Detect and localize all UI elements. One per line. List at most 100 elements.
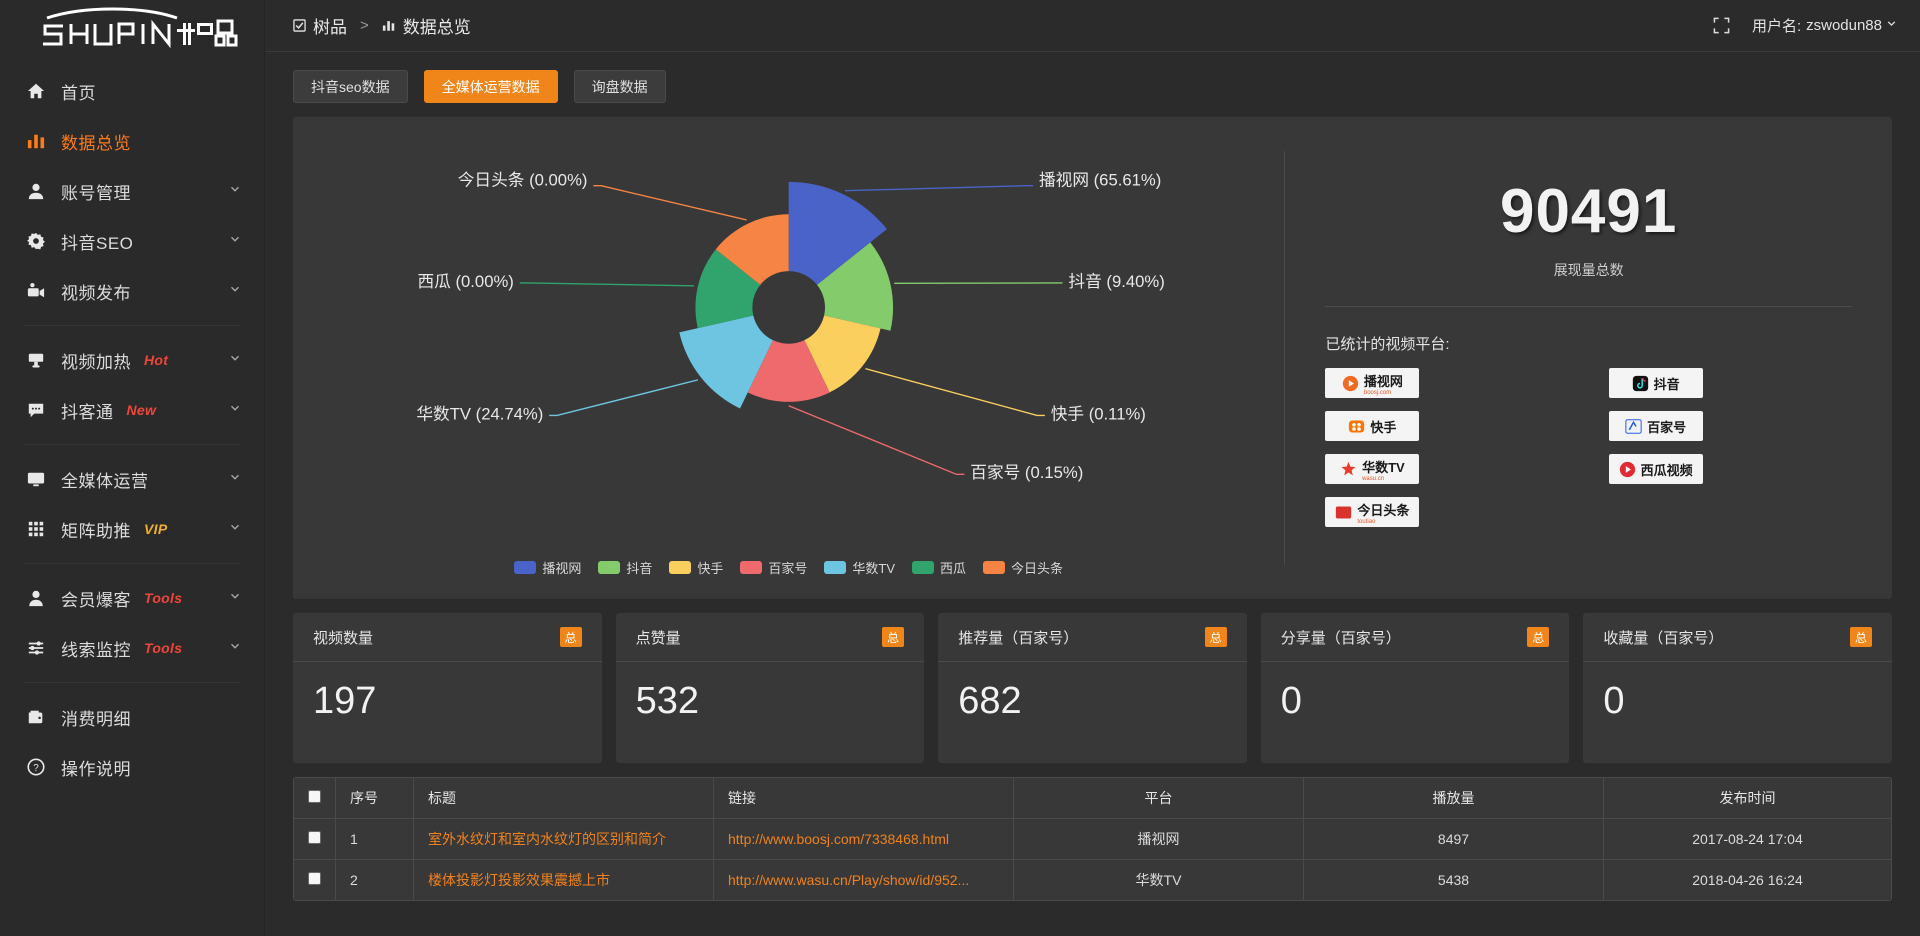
sidebar-item-矩阵助推[interactable]: 矩阵助推 VIP <box>0 504 264 554</box>
stat-card-badge[interactable]: 总 <box>559 627 582 647</box>
brand-logo[interactable] <box>0 0 264 52</box>
platform-chip-抖音[interactable]: 抖音 <box>1608 368 1703 399</box>
sidebar-item-全媒体运营[interactable]: 全媒体运营 <box>0 454 264 504</box>
stat-card-badge[interactable]: 总 <box>1527 627 1550 647</box>
video-title-link[interactable]: 楼体投影灯投影效果震撼上市 <box>428 872 610 888</box>
table-row[interactable]: 1 室外水纹灯和室内水纹灯的区别和简介 http://www.boosj.com/7… <box>293 818 1892 860</box>
stat-card-badge[interactable]: 总 <box>1849 627 1872 647</box>
pie-slice-快手[interactable] <box>804 315 881 393</box>
pie-slice-抖音[interactable] <box>817 242 894 331</box>
legend-item-抖音[interactable]: 抖音 <box>598 558 652 577</box>
table-cell-link: http://www.boosj.com/7338468.html <box>713 818 1014 860</box>
table-cell-index: 2 <box>335 859 414 901</box>
pie-slice-播视网[interactable] <box>788 181 887 285</box>
video-title-link[interactable]: 室外水纹灯和室内水纹灯的区别和简介 <box>428 831 666 847</box>
table-body: 1 室外水纹灯和室内水纹灯的区别和简介 http://www.boosj.com/7… <box>293 818 1892 901</box>
pie-label-快手: 快手 (0.11%) <box>1051 404 1146 423</box>
fullscreen-icon[interactable] <box>1713 17 1730 34</box>
table-header-plays: 播放量 <box>1303 777 1604 819</box>
breadcrumb-separator: > <box>360 17 369 34</box>
row-checkbox[interactable] <box>308 872 321 885</box>
top-bar-right: 用户名: zswodun88 <box>1713 15 1898 36</box>
user-menu[interactable]: 用户名: zswodun88 <box>1752 15 1898 36</box>
legend-item-今日头条[interactable]: 今日头条 <box>983 558 1063 577</box>
summary-divider <box>1325 306 1852 308</box>
sidebar-tag-vip: VIP <box>144 521 168 537</box>
table-cell-published: 2018-04-26 16:24 <box>1603 859 1892 901</box>
sidebar-item-label: 消费明细 <box>61 709 131 729</box>
sidebar-item-首页[interactable]: 首页 <box>0 66 264 116</box>
legend-swatch <box>514 561 537 574</box>
sidebar-item-视频发布[interactable]: 视频发布 <box>0 266 264 316</box>
sidebar-item-账号管理[interactable]: 账号管理 <box>0 166 264 216</box>
sidebar-divider <box>24 444 240 445</box>
legend-swatch <box>824 561 847 574</box>
sidebar-item-线索监控[interactable]: 线索监控 Tools <box>0 623 264 673</box>
tab-xunpan[interactable]: 询盘数据 <box>573 70 666 103</box>
row-checkbox[interactable] <box>308 831 321 844</box>
sidebar-item-抖音SEO[interactable]: 抖音SEO <box>0 216 264 266</box>
table-row[interactable]: 2 楼体投影灯投影效果震撼上市 http://www.wasu.cn/Play/sh… <box>293 859 1892 901</box>
sidebar-item-消费明细[interactable]: 消费明细 <box>0 692 264 742</box>
pie-leader-line <box>865 367 1045 417</box>
stat-card-value: 682 <box>958 680 1022 722</box>
sidebar-item-label: 会员爆客 <box>61 590 131 610</box>
legend-item-西瓜[interactable]: 西瓜 <box>912 558 966 577</box>
platform-chip-今日头条[interactable]: 今日头条 toutiao <box>1325 497 1420 528</box>
baijiahao-icon <box>1625 418 1642 434</box>
sidebar-divider <box>24 563 240 564</box>
sidebar-item-数据总览[interactable]: 数据总览 <box>0 116 264 166</box>
video-url-link[interactable]: http://www.wasu.cn/Play/show/id/952... <box>728 872 970 888</box>
pie-slice-西瓜[interactable] <box>695 249 761 329</box>
tab-quanmeiti[interactable]: 全媒体运营数据 <box>423 70 558 103</box>
sidebar-item-操作说明[interactable]: ? 操作说明 <box>0 742 264 792</box>
pie-label-西瓜: 西瓜 (0.00%) <box>417 272 513 291</box>
chevron-down-icon <box>228 181 242 201</box>
chevron-down-icon <box>228 281 242 301</box>
chevron-down-icon <box>228 588 242 608</box>
platform-chip-百家号[interactable]: 百家号 <box>1608 411 1703 442</box>
grid-square-icon <box>293 19 306 32</box>
platform-chip-快手[interactable]: 快手 <box>1325 411 1420 442</box>
chart-panel: 播视网 (65.61%) 抖音 (9.40%) 快手 (0.11%) 百家号 (0.1… <box>293 117 1892 599</box>
platform-chip-华数TV[interactable]: 华数TV wasu.cn <box>1325 454 1420 485</box>
platform-chip-播视网[interactable]: 播视网 boosj.com <box>1325 368 1420 399</box>
pie-leader-line <box>519 282 694 287</box>
select-all-checkbox[interactable] <box>308 790 321 803</box>
breadcrumb-root[interactable]: 树品 <box>293 13 347 38</box>
table-header-title: 标题 <box>413 777 714 819</box>
video-url-link[interactable]: http://www.boosj.com/7338468.html <box>728 831 950 847</box>
breadcrumb-current[interactable]: 数据总览 <box>382 13 471 38</box>
pie-slice-今日头条[interactable] <box>715 214 789 285</box>
platform-chip-subtext: wasu.cn <box>1362 475 1385 482</box>
pie-leader-line <box>593 185 747 221</box>
legend-item-百家号[interactable]: 百家号 <box>740 558 807 577</box>
tab-douyin-seo[interactable]: 抖音seo数据 <box>293 70 408 103</box>
pie-slice-华数TV[interactable] <box>679 315 773 409</box>
platform-share-donut-chart[interactable]: 播视网 (65.61%) 抖音 (9.40%) 快手 (0.11%) 百家号 (0.1… <box>293 117 1284 547</box>
stat-card-title: 推荐量（百家号） <box>958 629 1079 647</box>
sidebar-item-label: 视频加热 <box>61 352 131 372</box>
stat-card-badge[interactable]: 总 <box>882 627 905 647</box>
stat-card-title: 收藏量（百家号） <box>1603 629 1724 647</box>
legend-item-播视网[interactable]: 播视网 <box>514 558 581 577</box>
tab-bar: 抖音seo数据 全媒体运营数据 询盘数据 <box>265 52 1920 103</box>
platform-chip-column-right: 抖音 百家号 西瓜视频 <box>1608 368 1852 527</box>
table-cell-title: 室外水纹灯和室内水纹灯的区别和简介 <box>413 818 714 860</box>
stat-card-badge[interactable]: 总 <box>1204 627 1227 647</box>
pie-leader-line <box>788 405 965 476</box>
platform-chip-subtext: boosj.com <box>1363 389 1392 396</box>
stat-card-header: 推荐量（百家号） 总 <box>938 613 1247 662</box>
sidebar-item-label: 账号管理 <box>61 183 131 203</box>
platform-chip-西瓜视频[interactable]: 西瓜视频 <box>1608 454 1703 485</box>
toutiao-icon <box>1336 506 1352 519</box>
sidebar-item-会员爆客[interactable]: 会员爆客 Tools <box>0 573 264 623</box>
legend-item-华数TV[interactable]: 华数TV <box>824 558 895 577</box>
sidebar-item-抖客通[interactable]: 抖客通 New <box>0 385 264 435</box>
table-header-platform: 平台 <box>1013 777 1304 819</box>
pie-slice-百家号[interactable] <box>747 340 830 402</box>
stat-card-点赞量: 点赞量 总 532 <box>615 613 925 763</box>
sidebar-item-视频加热[interactable]: 视频加热 Hot <box>0 335 264 385</box>
sidebar-tag-tools: Tools <box>144 590 183 606</box>
legend-item-快手[interactable]: 快手 <box>669 558 723 577</box>
